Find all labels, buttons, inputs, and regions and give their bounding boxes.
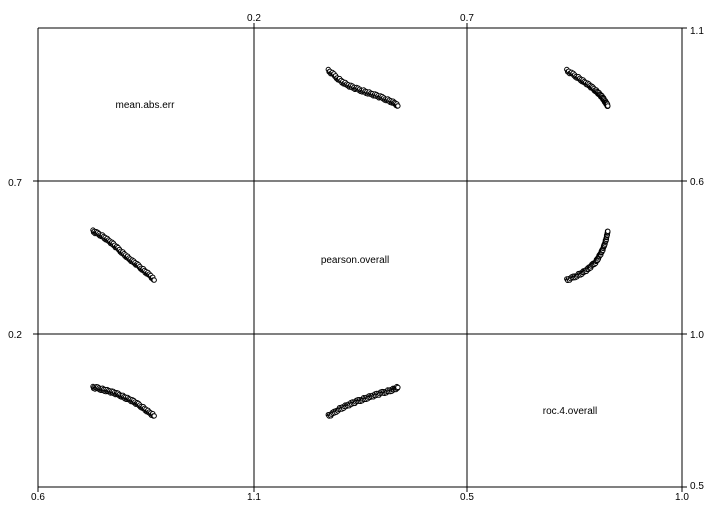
- data-point: [151, 277, 157, 283]
- data-point: [605, 103, 611, 109]
- bottom-tick-label: 1.0: [675, 492, 689, 503]
- data-point: [605, 228, 611, 235]
- left-tick-label: 0.2: [8, 330, 22, 341]
- panel-grid: [33, 23, 687, 492]
- top-tick-label: 0.2: [247, 13, 261, 24]
- right-tick-label: 1.0: [690, 330, 704, 341]
- top-tick-label: 0.7: [460, 13, 474, 24]
- data-point: [395, 103, 401, 109]
- bottom-tick-label: 0.5: [460, 492, 474, 503]
- diag-label-pearson-overall: pearson.overall: [321, 255, 389, 266]
- data-point: [151, 413, 157, 419]
- bottom-tick-label: 0.6: [31, 492, 45, 503]
- diag-label-mean-abs-err: mean.abs.err: [116, 100, 176, 111]
- right-tick-label: 1.1: [690, 26, 704, 37]
- diag-label-roc-4-overall: roc.4.overall: [543, 406, 597, 417]
- data-point: [395, 384, 401, 391]
- bottom-tick-label: 1.1: [247, 492, 261, 503]
- scatter-points: [90, 66, 611, 419]
- right-tick-label: 0.6: [690, 177, 704, 188]
- left-tick-label: 0.7: [8, 178, 22, 189]
- right-tick-label: 0.5: [690, 481, 704, 492]
